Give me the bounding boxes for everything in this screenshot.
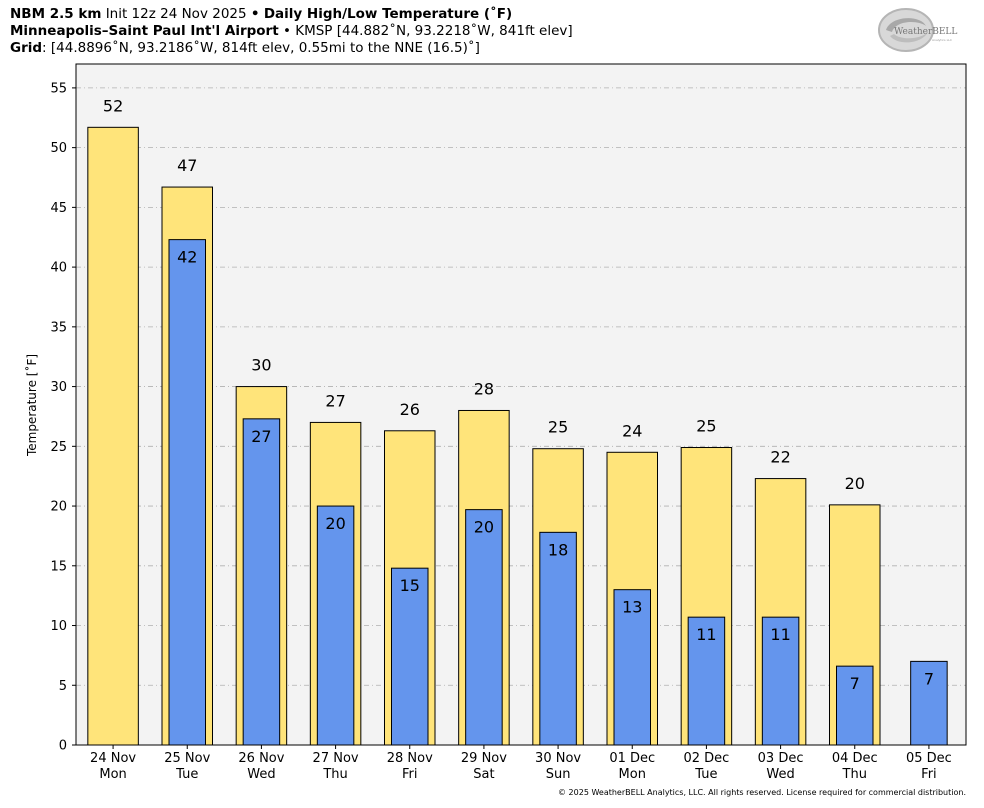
init-time: Init 12z 24 Nov 2025: [105, 6, 247, 22]
low-label: 15: [400, 576, 420, 595]
x-tick-date: 29 Nov: [461, 751, 507, 766]
x-tick-date: 04 Dec: [832, 751, 878, 766]
low-bar: [910, 660, 948, 746]
low-label: 27: [251, 427, 271, 446]
y-tick-label: 40: [50, 261, 67, 276]
x-tick-day: Wed: [766, 767, 794, 782]
logo-subtext: Analytics LLC: [932, 38, 952, 42]
low-bar: [687, 616, 726, 746]
grid-info: : [44.8896˚N, 93.2186˚W, 814ft elev, 0.5…: [42, 40, 480, 56]
x-tick-date: 01 Dec: [609, 751, 655, 766]
title-line-2: Minneapolis–Saint Paul Int'l Airport • K…: [10, 23, 573, 40]
low-bar: [316, 505, 355, 746]
title-line-3: Grid: [44.8896˚N, 93.2186˚W, 814ft elev,…: [10, 40, 480, 57]
model-name: NBM 2.5 km: [10, 6, 102, 22]
high-label: 20: [845, 474, 865, 493]
x-tick-day: Thu: [842, 767, 867, 782]
x-tick-day: Fri: [921, 767, 937, 782]
logo-swirl-arc-2: [890, 32, 928, 43]
y-tick-label: 5: [59, 679, 67, 694]
x-tick-day: Mon: [99, 767, 126, 782]
x-tick-date: 05 Dec: [906, 751, 952, 766]
x-tick-date: 28 Nov: [387, 751, 433, 766]
low-label: 11: [696, 625, 716, 644]
y-tick-label: 30: [50, 380, 67, 395]
low-bar: [168, 239, 206, 746]
y-tick-label: 50: [50, 141, 67, 156]
grid-label: Grid: [10, 40, 43, 56]
high-label: 24: [622, 421, 642, 440]
high-label: 52: [103, 96, 123, 115]
station-separator: •: [282, 23, 291, 39]
title-separator: •: [250, 6, 260, 22]
station-info: KMSP [44.882˚N, 93.2218˚W, 841ft elev]: [295, 23, 573, 39]
copyright-notice: © 2025 WeatherBELL Analytics, LLC. All r…: [558, 788, 966, 797]
x-tick-day: Wed: [247, 767, 275, 782]
high-label: 28: [474, 379, 494, 398]
high-label: 25: [548, 418, 568, 437]
high-label: 22: [770, 448, 790, 467]
y-axis-label: Temperature [˚F]: [24, 354, 39, 457]
low-label: 13: [622, 598, 642, 617]
station-name: Minneapolis–Saint Paul Int'l Airport: [10, 23, 279, 39]
x-tick-day: Tue: [694, 767, 717, 782]
y-tick-label: 55: [50, 81, 67, 96]
gridlines: [76, 87, 966, 686]
low-bar: [836, 665, 874, 746]
low-bar: [391, 567, 429, 746]
data-labels: 52 47 42 30 27 27 20 26 15 28 20 25 18 24 13 25 11 22 11 20…: [103, 96, 934, 693]
x-tick-date: 27 Nov: [313, 751, 359, 766]
bars: [87, 126, 948, 746]
low-label: 18: [548, 540, 568, 559]
x-tick-date: 30 Nov: [535, 751, 581, 766]
y-tick-label: 45: [50, 201, 67, 216]
y-tick-label: 10: [50, 619, 67, 634]
high-label: 27: [325, 391, 345, 410]
high-label: 47: [177, 156, 197, 175]
high-label: 25: [696, 417, 716, 436]
high-label: 30: [251, 356, 271, 375]
plot-area: [76, 64, 966, 745]
y-tick-label: 25: [50, 440, 67, 455]
x-tick-date: 03 Dec: [758, 751, 804, 766]
y-tick-label: 20: [50, 500, 67, 515]
x-tick-day: Mon: [619, 767, 646, 782]
low-label: 7: [924, 669, 934, 688]
low-bar: [539, 531, 577, 746]
logo-swirl-arc-1: [886, 18, 926, 32]
x-tick-date: 25 Nov: [164, 751, 210, 766]
low-bar: [761, 616, 800, 746]
product-name: Daily High/Low Temperature (˚F): [263, 6, 513, 22]
x-tick-day: Sat: [473, 767, 494, 782]
x-tick-date: 26 Nov: [238, 751, 284, 766]
low-label: 20: [474, 518, 494, 537]
low-label: 42: [177, 248, 197, 267]
y-tick-label: 0: [59, 739, 67, 754]
x-tick-day: Sun: [546, 767, 571, 782]
low-label: 11: [770, 625, 790, 644]
weatherbell-logo: WeatherBELL Analytics LLC: [878, 8, 957, 52]
x-tick-day: Thu: [322, 767, 347, 782]
x-tick-date: 02 Dec: [683, 751, 729, 766]
low-bar: [613, 589, 651, 746]
plot-frame: [75, 63, 967, 746]
x-tick-day: Fri: [402, 767, 418, 782]
low-bar: [465, 509, 503, 746]
logo-text: WeatherBELL: [894, 27, 957, 37]
x-tick-day: Tue: [175, 767, 198, 782]
low-label: 20: [325, 514, 345, 533]
y-tick-label: 35: [50, 320, 67, 335]
logo-swirl-outer: [878, 8, 934, 52]
low-label: 7: [850, 674, 860, 693]
high-label: 26: [400, 400, 420, 419]
title-line-1: NBM 2.5 km Init 12z 24 Nov 2025 • Daily …: [10, 6, 512, 23]
x-tick-date: 24 Nov: [90, 751, 136, 766]
y-tick-label: 15: [50, 559, 67, 574]
y-axis: 0 5 10 15 20 25 30 35 40 45 50 55: [50, 81, 76, 754]
high-bar: [87, 126, 139, 746]
low-bar: [242, 418, 281, 746]
